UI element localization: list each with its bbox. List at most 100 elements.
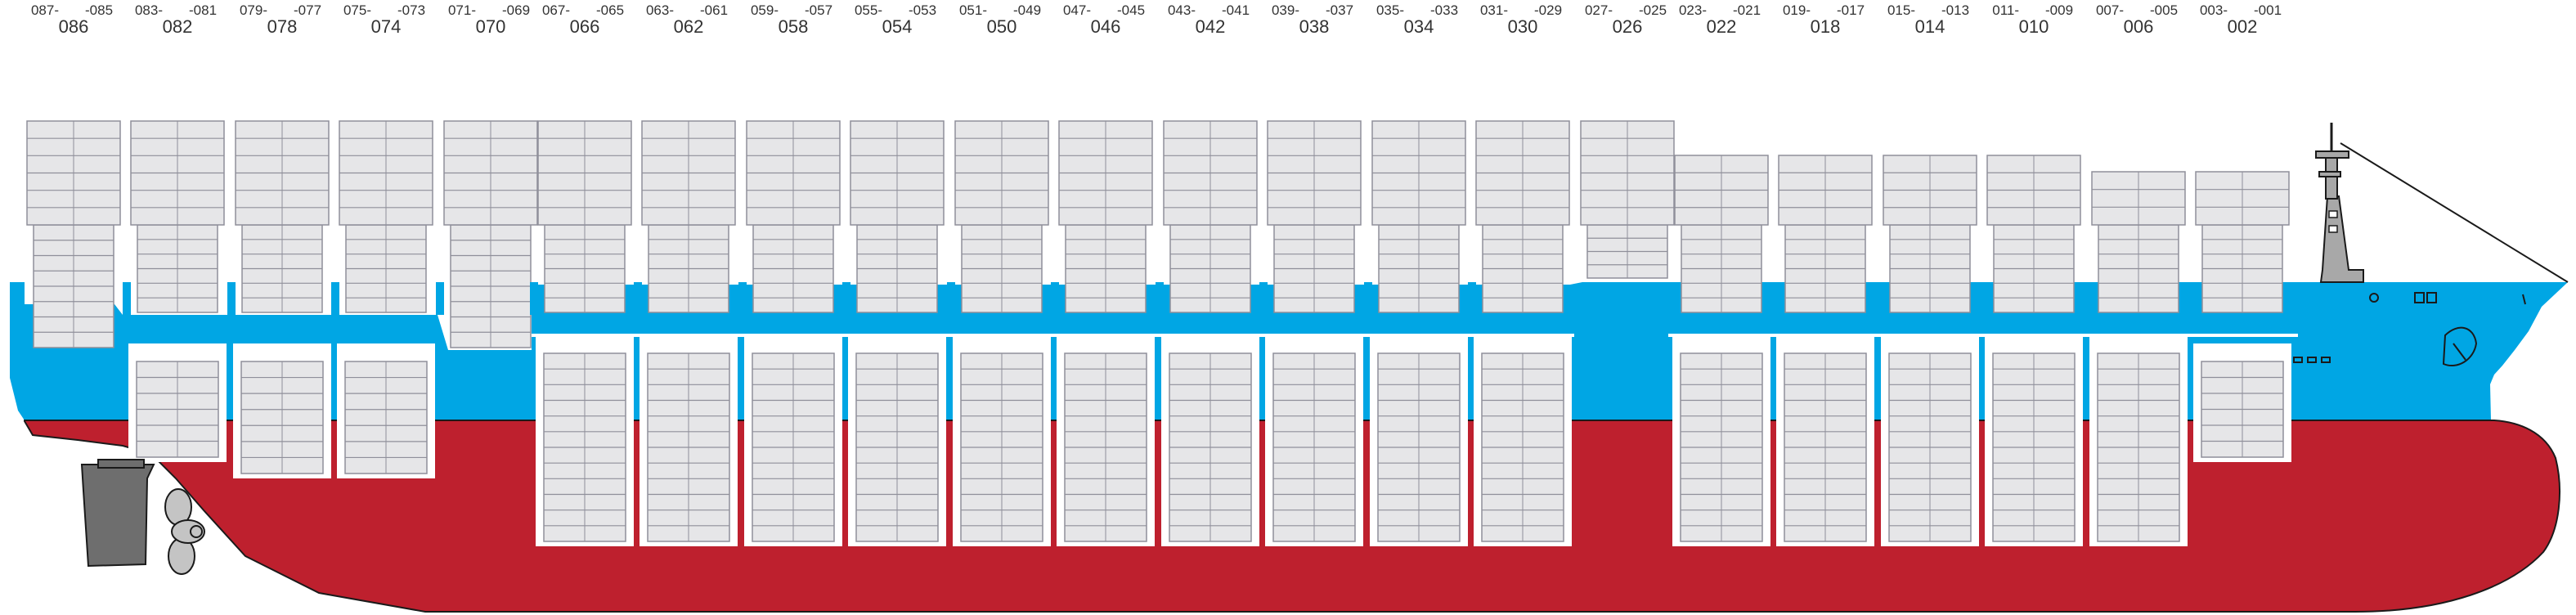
bay-label-number: 022 (1707, 16, 1737, 37)
container-stack (1377, 352, 1461, 542)
container-stack (240, 361, 324, 474)
hatch-post (123, 282, 131, 315)
container-stack (1883, 155, 1977, 226)
container-stack (241, 224, 323, 313)
container-stack (1065, 224, 1147, 313)
bay-label-right: -033 (1430, 2, 1458, 18)
bay-label-number: 038 (1299, 16, 1330, 37)
bay-label-left: 075- (343, 2, 371, 18)
container-stack (960, 352, 1043, 542)
container-stack (1586, 224, 1668, 279)
bay-label-left: 011- (1992, 2, 2019, 18)
bay-label-left: 019- (1783, 2, 1811, 18)
bay-label-right: -081 (189, 2, 217, 18)
container-stack (1986, 155, 2081, 226)
bay-label-number: 058 (779, 16, 809, 37)
container-stack (136, 361, 219, 458)
hatch-post (1156, 282, 1164, 315)
bay-label-left: 059- (751, 2, 779, 18)
hatch-post (1770, 282, 1779, 315)
container-stack (1272, 352, 1356, 542)
bay-label-right: -025 (1639, 2, 1667, 18)
bay-label-right: -001 (2254, 2, 2282, 18)
container-stack (1064, 352, 1147, 542)
container-stack (130, 120, 225, 226)
bay-label-right: -045 (1117, 2, 1145, 18)
bay-label-right: -069 (502, 2, 530, 18)
bay-label-number: 014 (1915, 16, 1945, 37)
container-stack (2201, 361, 2284, 458)
container-stack (855, 352, 939, 542)
container-stack (2195, 171, 2290, 226)
bay-label-number: 018 (1811, 16, 1841, 37)
container-stack (1993, 224, 2075, 313)
bay-label-number: 074 (371, 16, 402, 37)
hatch-post (436, 282, 444, 315)
bay-label-number: 054 (882, 16, 913, 37)
container-stacks (26, 120, 2290, 542)
container-stack (33, 224, 114, 348)
hatch-post (842, 282, 850, 315)
bay-label-left: 035- (1376, 2, 1404, 18)
bay-label-left: 079- (240, 2, 267, 18)
container-stack (2097, 352, 2180, 542)
bay-label-left: 083- (135, 2, 163, 18)
container-stack (1889, 224, 1971, 313)
container-stack (2098, 224, 2179, 313)
bay-label-left: 031- (1480, 2, 1508, 18)
bay-label-number: 062 (674, 16, 704, 37)
bow-markings (2293, 292, 2526, 366)
container-stack (954, 120, 1049, 226)
container-stack (1680, 352, 1763, 542)
bay-label-right: -065 (596, 2, 624, 18)
container-stack (450, 224, 532, 348)
container-stack (345, 224, 427, 313)
bay-label-right: -073 (397, 2, 425, 18)
hatch-post (1875, 282, 1883, 315)
bay-label-number: 030 (1508, 16, 1538, 37)
container-stack (543, 352, 626, 542)
bay-label-right: -061 (700, 2, 728, 18)
hatch-post (1364, 282, 1372, 315)
forward-mast (2315, 123, 2569, 283)
container-stack (1674, 155, 1769, 226)
container-stack (443, 120, 538, 226)
container-stack (752, 352, 835, 542)
container-stack (1058, 120, 1153, 226)
bay-label-right: -077 (294, 2, 321, 18)
container-stack (648, 224, 729, 313)
bay-label-right: -017 (1837, 2, 1865, 18)
container-stack (961, 224, 1043, 313)
container-stack (1784, 224, 1866, 313)
container-stack (137, 224, 218, 313)
container-stack (1580, 120, 1675, 226)
hatch-post (634, 282, 642, 315)
bay-label-number: 010 (2019, 16, 2049, 37)
bay-label-left: 055- (855, 2, 882, 18)
bay-label-number: 042 (1196, 16, 1226, 37)
bay-label-left: 015- (1887, 2, 1915, 18)
hatch-post (2188, 282, 2196, 315)
bay-label-number: 078 (267, 16, 298, 37)
bay-label-right: -057 (805, 2, 832, 18)
hatch-post (2084, 282, 2092, 315)
container-stack (1371, 120, 1466, 226)
hatch-post (227, 282, 236, 315)
container-stack (1273, 224, 1355, 313)
bay-label-right: -053 (909, 2, 936, 18)
bay-label-number: 086 (59, 16, 89, 37)
bay-label-number: 066 (570, 16, 600, 37)
container-stack (544, 224, 626, 313)
container-stack (1681, 224, 1762, 313)
hatch-post (947, 282, 955, 315)
bay-label-left: 003- (2200, 2, 2228, 18)
bay-label-right: -041 (1222, 2, 1250, 18)
container-stack (850, 120, 945, 226)
bay-label-number: 034 (1404, 16, 1434, 37)
bay-label-right: -021 (1733, 2, 1761, 18)
container-stack (26, 120, 121, 226)
container-stack (344, 361, 428, 474)
bay-label-left: 007- (2096, 2, 2124, 18)
